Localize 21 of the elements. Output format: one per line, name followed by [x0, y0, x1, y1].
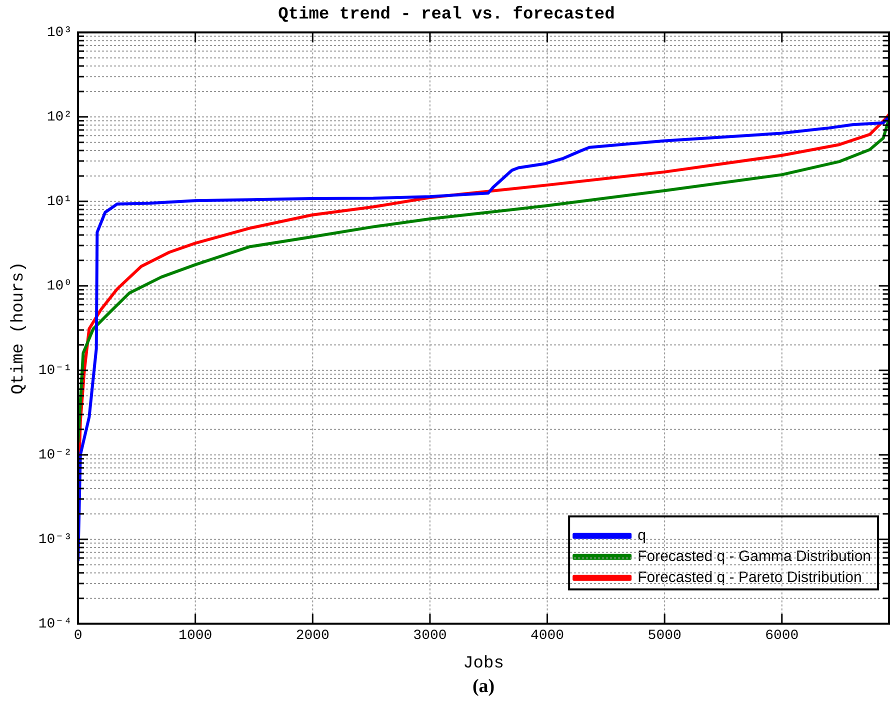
x-tick-label: 1000: [178, 628, 212, 644]
y-tick-label: 10⁻²: [38, 448, 72, 464]
y-tick-label: 10⁻³: [38, 532, 72, 548]
y-tick-label: 10⁰: [46, 278, 72, 295]
y-tick-label: 10²: [46, 110, 72, 126]
x-axis-title: Jobs: [463, 654, 504, 674]
x-tick-label: 3000: [413, 628, 447, 644]
legend-label: q: [638, 527, 646, 544]
x-tick-label: 4000: [530, 628, 564, 644]
y-tick-label: 10⁻¹: [38, 363, 72, 380]
x-tick-label: 0: [74, 628, 82, 644]
y-tick-label: 10³: [46, 25, 72, 42]
legend-label: Forecasted q - Pareto Distribution: [638, 569, 862, 586]
y-axis-title: Qtime (hours): [10, 262, 29, 394]
text: (a): [472, 676, 495, 697]
x-tick-label: 2000: [296, 628, 330, 644]
chart-title: Qtime trend - real vs. forecasted: [278, 5, 615, 24]
y-tick-label: 10¹: [46, 194, 72, 210]
x-tick-label: 5000: [648, 628, 682, 644]
y-tick-label: 10⁻⁴: [38, 616, 72, 633]
x-tick-label: 6000: [765, 628, 799, 644]
